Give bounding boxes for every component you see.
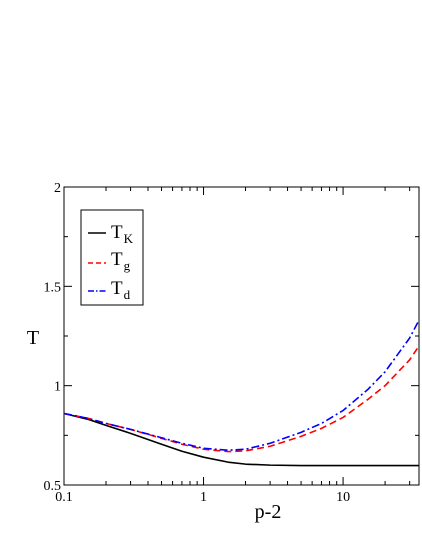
x-tick-label: 10: [336, 490, 350, 505]
series-line-d: [63, 319, 420, 452]
legend-sub-tk: K: [124, 231, 134, 246]
svg-text:Td: Td: [111, 278, 131, 302]
legend-item-tk: TK: [88, 222, 134, 246]
y-axis-label: T: [27, 327, 39, 349]
legend: TK Tg Td: [80, 209, 144, 306]
x-axis-label: p-2: [255, 501, 282, 523]
y-tick-label: 2: [54, 181, 61, 196]
x-tick-label: 1: [200, 490, 207, 505]
x-tick-label: 0.1: [55, 490, 73, 505]
svg-text:Tg: Tg: [111, 249, 131, 273]
legend-label-td: T: [111, 278, 123, 299]
axis-ticks: 0.1 1 10 0.5 1 1.5 2: [44, 181, 419, 505]
series-line-g: [63, 345, 420, 453]
legend-box: [80, 209, 144, 306]
legend-sub-tg: g: [124, 258, 131, 273]
legend-sub-td: d: [124, 287, 131, 302]
legend-label-tg: T: [111, 249, 123, 270]
series-line-k: [63, 412, 419, 467]
legend-item-tg: Tg: [88, 249, 131, 273]
series-lines: [63, 319, 420, 467]
y-tick-label: 0.5: [44, 479, 62, 494]
svg-text:TK: TK: [111, 222, 134, 246]
legend-item-td: Td: [88, 278, 131, 302]
legend-label-tk: T: [111, 222, 123, 243]
y-tick-label: 1.5: [44, 280, 62, 295]
y-tick-label: 1: [54, 380, 61, 395]
